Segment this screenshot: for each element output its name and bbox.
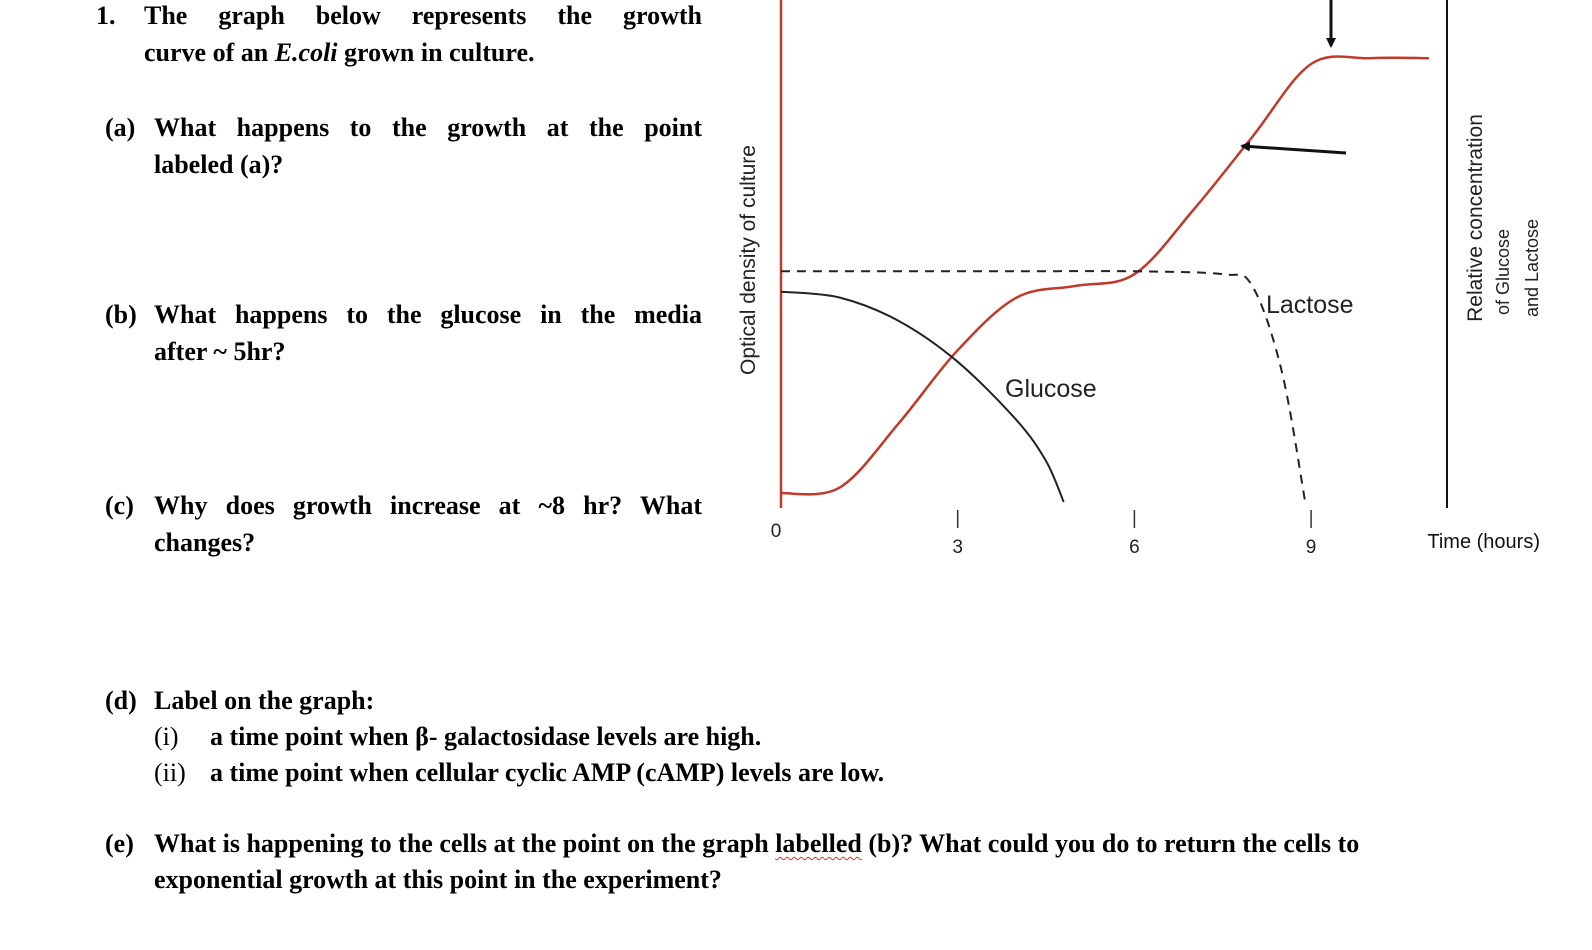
x-tick-label: 9: [1306, 537, 1317, 558]
question-e: (e) What is happening to the cells at th…: [105, 825, 1445, 905]
question-c: (c) Why does growth increase at ~8 hr? W…: [105, 487, 702, 567]
spellcheck-word: labelled: [775, 829, 862, 858]
question-c-label: (c): [105, 491, 134, 520]
item-text: a time point when β- galactosidase level…: [210, 722, 762, 751]
question-e-line2: exponential growth at this point in the …: [154, 865, 722, 894]
series-label-lactose: Lactose: [1266, 291, 1354, 319]
x-axis-label: Time (hours): [1427, 531, 1540, 553]
question-b: (b) What happens to the glucose in the m…: [105, 296, 702, 376]
x-ticks: 0 3 6 9: [771, 510, 1317, 558]
question-intro-line2: curve of an E.coli grown in culture.: [144, 38, 535, 67]
question-d-item-ii: (ii) a time point when cellular cyclic A…: [154, 755, 994, 791]
chart-series: [780, 55, 1429, 503]
question-number: 1.: [96, 1, 116, 30]
series-line-optical-density: [780, 55, 1429, 496]
question-b-label: (b): [105, 300, 137, 329]
x-tick-label: 3: [952, 537, 963, 558]
question-b-line1: What happens to the glucose in the media: [154, 300, 702, 329]
question-d: (d) Label on the graph: (i) a time point…: [105, 682, 1005, 792]
arrow-curve-annotation: [1240, 141, 1347, 155]
roman-numeral: (ii): [154, 758, 186, 787]
series-label-glucose: Glucose: [1005, 375, 1097, 403]
x-tick-label: 0: [771, 521, 782, 542]
question-d-label: (d): [105, 686, 137, 715]
question-1: 1. The graph below represents the growth…: [96, 0, 702, 77]
roman-numeral: (i): [154, 722, 179, 751]
series-line-glucose: [780, 290, 1065, 503]
question-d-heading: Label on the graph:: [154, 686, 375, 715]
item-text: a time point when cellular cyclic AMP (c…: [210, 758, 885, 787]
y-axis-label-left: Optical density of culture: [737, 145, 760, 375]
question-c-line1: Why does growth increase at ~8 hr? What: [154, 491, 702, 520]
question-a: (a) What happens to the growth at the po…: [105, 109, 702, 189]
question-c-line2: changes?: [154, 528, 256, 557]
question-a-line2: labeled (a)?: [154, 150, 284, 179]
growth-curve-chart: Optical density of culture Relative conc…: [737, 0, 1542, 558]
question-a-line1: What happens to the growth at the point: [154, 113, 702, 142]
x-tick-label: 6: [1129, 537, 1140, 558]
y-axis-label-right-3: and Lactose: [1522, 219, 1542, 317]
question-intro-line1: The graph below represents the growth: [144, 1, 702, 30]
question-b-line2: after ~ 5hr?: [154, 337, 286, 366]
y-axis-label-right-1: Relative concentration: [1464, 114, 1487, 322]
question-e-line1: What is happening to the cells at the po…: [154, 829, 1360, 858]
series-line-lactose: [780, 270, 1307, 503]
y-axis-label-right-2: of Glucose: [1493, 229, 1513, 315]
question-a-label: (a): [105, 113, 136, 142]
question-d-item-i: (i) a time point when β- galactosidase l…: [154, 719, 994, 755]
question-e-label: (e): [105, 829, 134, 858]
